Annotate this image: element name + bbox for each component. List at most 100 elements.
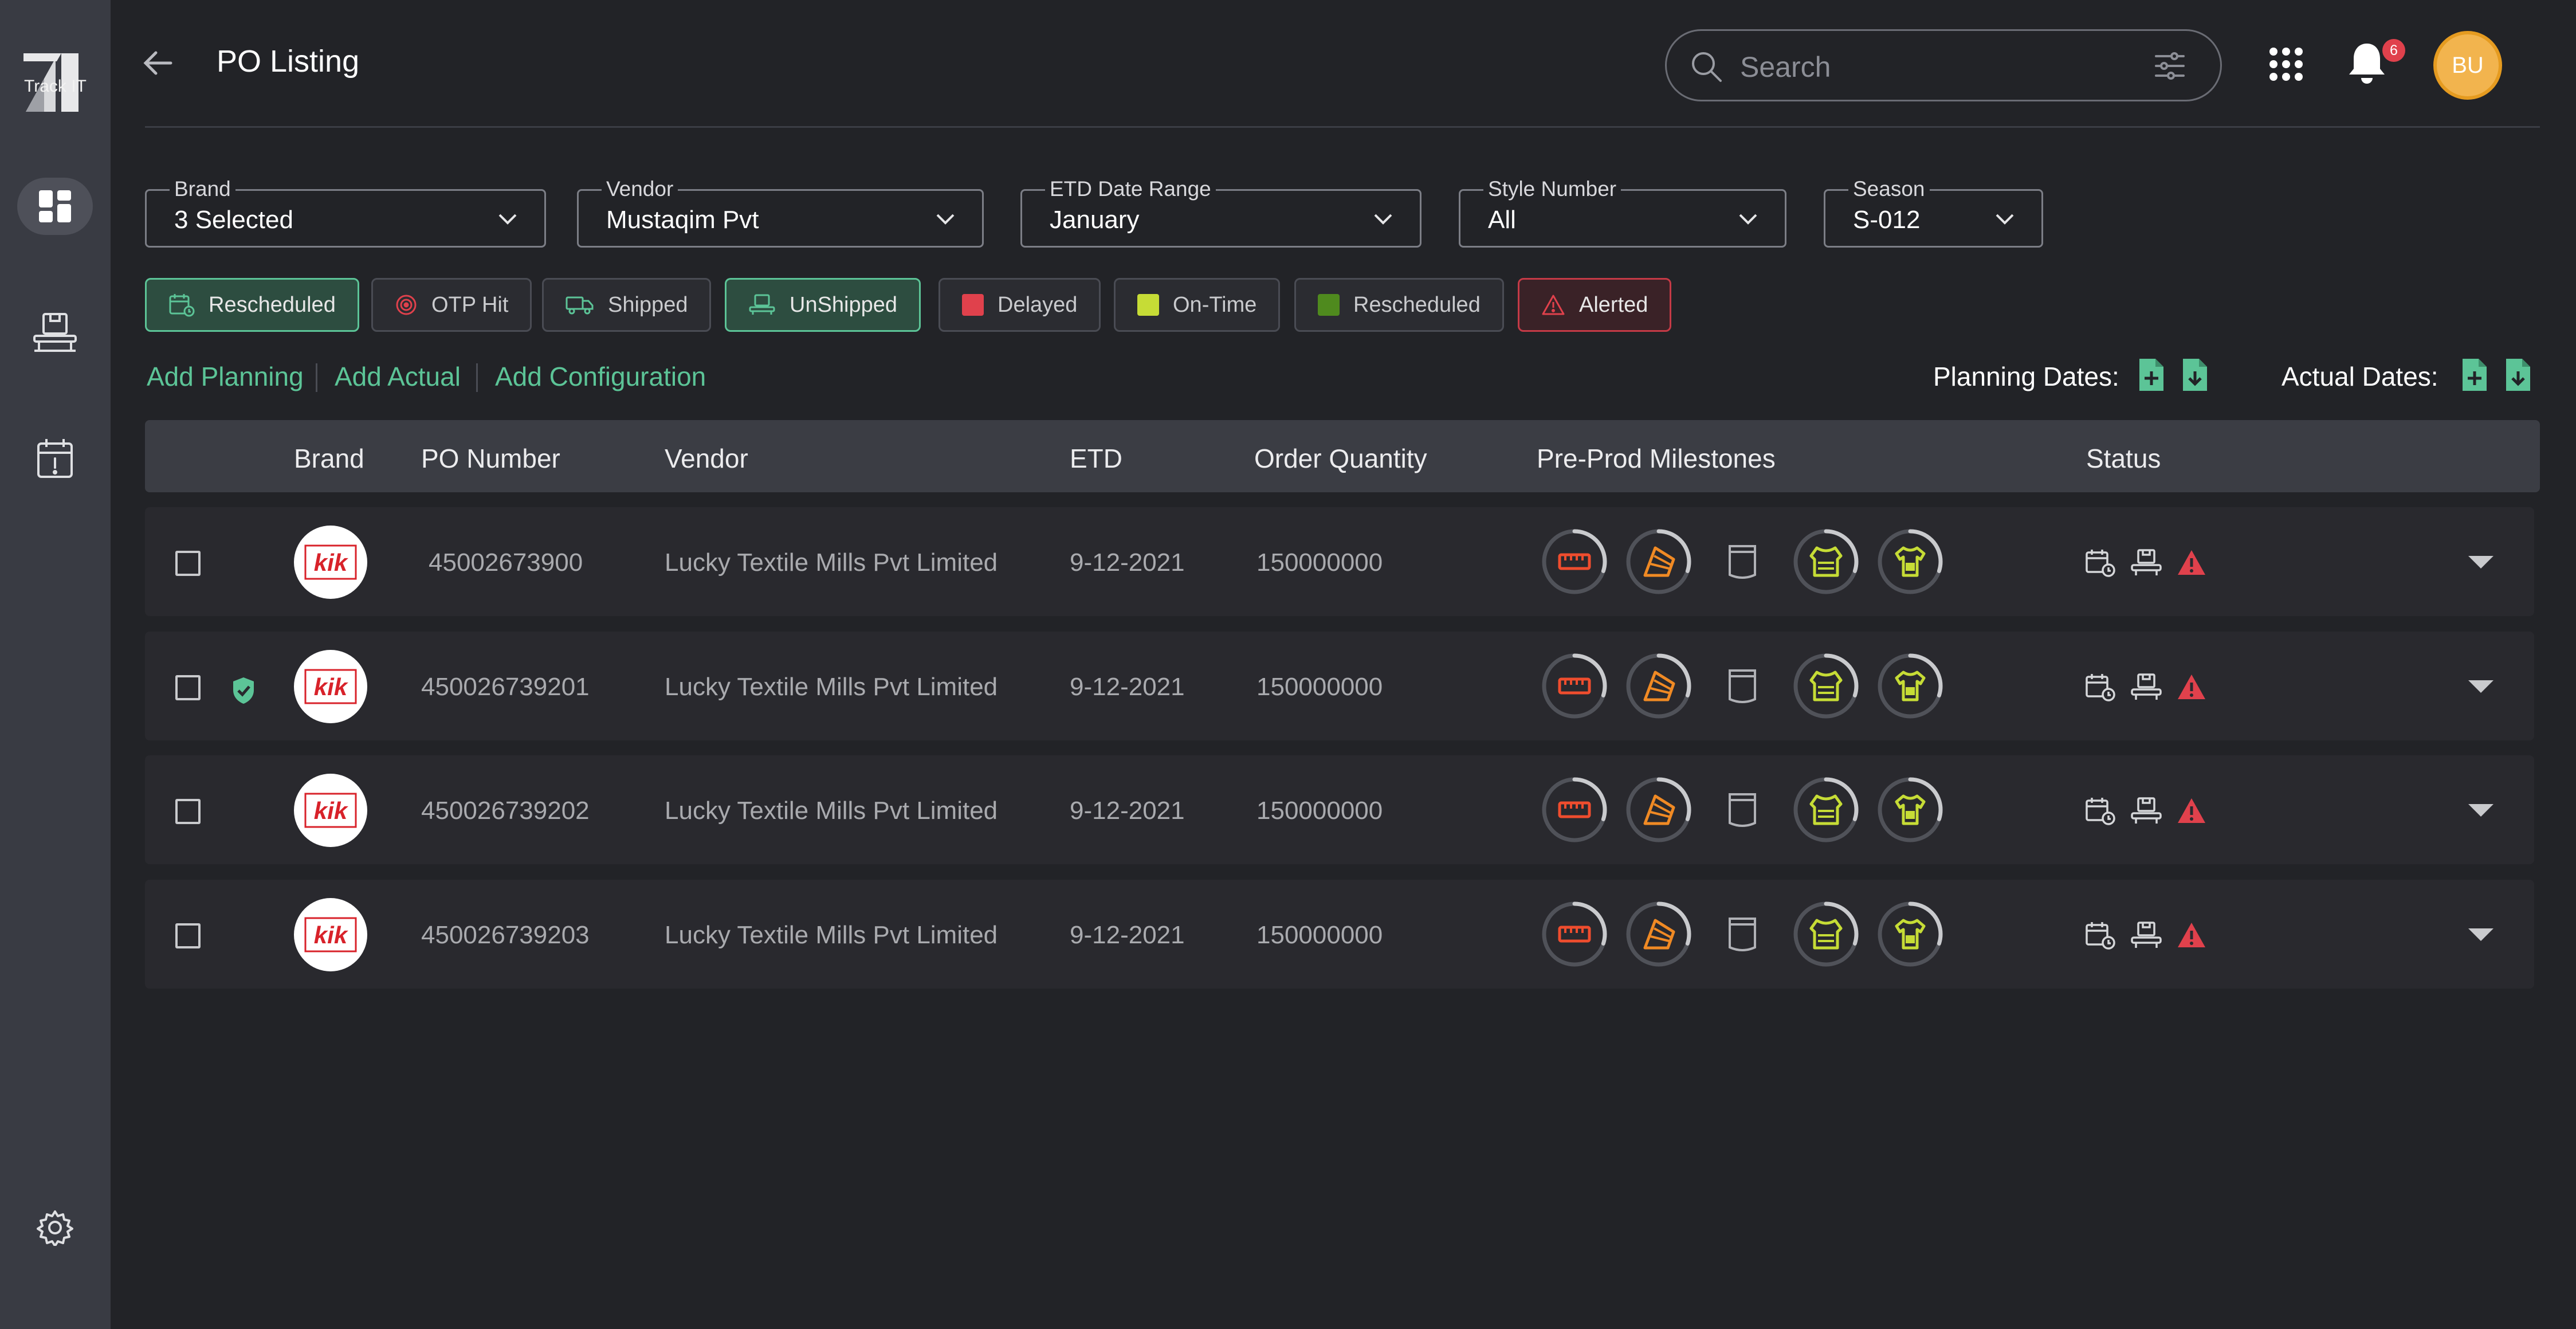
sidebar-item-dashboard[interactable]	[17, 178, 93, 235]
calendar-clock-icon[interactable]	[2085, 548, 2116, 577]
file-download-icon[interactable]	[2181, 356, 2209, 393]
milestone-sweater-icon[interactable]	[1792, 527, 1860, 596]
avatar[interactable]: BU	[2433, 31, 2502, 100]
verified-shield-icon	[233, 677, 254, 704]
order-quantity: 150000000	[1256, 548, 1383, 577]
calendar-clock-icon[interactable]	[2085, 673, 2116, 701]
brand-filter[interactable]: Brand 3 Selected	[145, 177, 546, 248]
chip-label: OTP Hit	[431, 292, 509, 317]
conveyor-box-icon[interactable]	[2130, 797, 2162, 825]
order-quantity: 150000000	[1256, 797, 1383, 825]
style-filter-label: Style Number	[1483, 177, 1621, 201]
caret-down-icon[interactable]	[2467, 927, 2495, 943]
conveyor-box-icon[interactable]	[2130, 673, 2162, 701]
caret-down-icon[interactable]	[2467, 679, 2495, 695]
milestone-measurement-icon[interactable]	[1540, 527, 1609, 596]
back-arrow-icon[interactable]	[141, 46, 175, 80]
column-brand: Brand	[294, 444, 364, 473]
po-number[interactable]: 450026739203	[421, 921, 590, 949]
bell-icon[interactable]	[2347, 40, 2387, 85]
add-actual-link[interactable]: Add Actual	[335, 362, 461, 391]
alert-triangle-icon[interactable]	[2176, 673, 2207, 701]
season-filter[interactable]: Season S-012	[1824, 177, 2043, 248]
row-checkbox[interactable]	[175, 675, 201, 700]
po-number[interactable]: 450026739202	[421, 797, 590, 825]
vendor-filter[interactable]: Vendor Mustaqim Pvt	[577, 177, 984, 248]
chip-unshipped[interactable]: UnShipped	[725, 278, 921, 332]
chip-otp-hit[interactable]: OTP Hit	[371, 278, 532, 332]
sidebar-item-settings[interactable]	[17, 1199, 93, 1256]
row-checkbox[interactable]	[175, 923, 201, 948]
style-number-filter[interactable]: Style Number All	[1459, 177, 1786, 248]
vendor-name: Lucky Textile Mills Pvt Limited	[665, 673, 998, 701]
add-configuration-link[interactable]: Add Configuration	[495, 362, 706, 391]
milestone-measurement-icon[interactable]	[1540, 900, 1609, 969]
filter-sliders-icon[interactable]	[2154, 52, 2186, 80]
milestone-sweater-icon[interactable]	[1792, 652, 1860, 720]
caret-down-icon[interactable]	[2467, 802, 2495, 818]
row-checkbox[interactable]	[175, 799, 201, 824]
milestone-fabric-swatch-icon[interactable]	[1624, 652, 1693, 720]
milestone-pocket-icon[interactable]	[1726, 543, 1758, 581]
milestone-sweater-icon[interactable]	[1792, 775, 1860, 844]
calendar-clock-icon[interactable]	[2085, 797, 2116, 825]
milestone-sweater-icon[interactable]	[1792, 900, 1860, 969]
apps-grid-icon[interactable]	[2269, 47, 2303, 81]
file-add-icon[interactable]	[2460, 356, 2489, 393]
table-row[interactable]: kik 450026739201 Lucky Textile Mills Pvt…	[145, 632, 2534, 740]
chip-delayed[interactable]: Delayed	[938, 278, 1101, 332]
brand-name: kik	[314, 922, 349, 948]
sidebar: Track IT	[0, 0, 111, 1329]
add-planning-link[interactable]: Add Planning	[147, 362, 304, 391]
table-row[interactable]: kik 450026739203 Lucky Textile Mills Pvt…	[145, 880, 2534, 989]
milestone-tshirt-icon[interactable]	[1876, 900, 1945, 969]
brand-name: kik	[314, 797, 349, 824]
brand-name: kik	[314, 549, 349, 576]
chip-alerted[interactable]: Alerted	[1518, 278, 1672, 332]
alert-triangle-icon[interactable]	[2176, 548, 2207, 577]
link-divider	[316, 363, 317, 392]
on-time-swatch	[1137, 294, 1159, 316]
search-input[interactable]: Search	[1740, 51, 1831, 83]
milestone-measurement-icon[interactable]	[1540, 652, 1609, 720]
table-row[interactable]: kik 450026739202 Lucky Textile Mills Pvt…	[145, 755, 2534, 864]
conveyor-box-icon	[33, 313, 77, 352]
milestone-pocket-icon[interactable]	[1726, 667, 1758, 705]
conveyor-icon	[749, 294, 775, 315]
caret-down-icon[interactable]	[2467, 554, 2495, 570]
etd-date-range-filter[interactable]: ETD Date Range January	[1020, 177, 1421, 248]
po-number[interactable]: 450026739201	[421, 673, 590, 701]
chip-label: Alerted	[1579, 292, 1648, 317]
table-header: Brand PO Number Vendor ETD Order Quantit…	[145, 420, 2540, 492]
chip-on-time[interactable]: On-Time	[1114, 278, 1281, 332]
file-add-icon[interactable]	[2137, 356, 2166, 393]
chip-shipped[interactable]: Shipped	[542, 278, 712, 332]
brand-logo: kik	[294, 526, 367, 599]
calendar-clock-icon[interactable]	[2085, 921, 2116, 950]
milestone-fabric-swatch-icon[interactable]	[1624, 775, 1693, 844]
conveyor-box-icon[interactable]	[2130, 548, 2162, 577]
alert-triangle-icon[interactable]	[2176, 797, 2207, 825]
table-row[interactable]: kik 45002673900 Lucky Textile Mills Pvt …	[145, 507, 2534, 616]
chip-rescheduled-status[interactable]: Rescheduled	[1294, 278, 1504, 332]
milestone-tshirt-icon[interactable]	[1876, 775, 1945, 844]
milestone-pocket-icon[interactable]	[1726, 915, 1758, 953]
conveyor-box-icon[interactable]	[2130, 921, 2162, 950]
row-checkbox[interactable]	[175, 551, 201, 576]
milestone-tshirt-icon[interactable]	[1876, 527, 1945, 596]
actual-dates-label: Actual Dates:	[2282, 362, 2438, 391]
milestone-measurement-icon[interactable]	[1540, 775, 1609, 844]
milestone-fabric-swatch-icon[interactable]	[1624, 527, 1693, 596]
file-download-icon[interactable]	[2504, 356, 2532, 393]
sidebar-item-alerts[interactable]	[17, 430, 93, 487]
milestone-pocket-icon[interactable]	[1726, 791, 1758, 829]
milestone-tshirt-icon[interactable]	[1876, 652, 1945, 720]
sidebar-item-shipments[interactable]	[17, 304, 93, 361]
search-bar[interactable]: Search	[1665, 29, 2222, 101]
po-number[interactable]: 45002673900	[429, 548, 583, 577]
target-icon	[396, 295, 417, 315]
chip-rescheduled[interactable]: Rescheduled	[145, 278, 359, 332]
milestone-fabric-swatch-icon[interactable]	[1624, 900, 1693, 969]
etd-date: 9-12-2021	[1070, 673, 1185, 701]
alert-triangle-icon[interactable]	[2176, 921, 2207, 950]
